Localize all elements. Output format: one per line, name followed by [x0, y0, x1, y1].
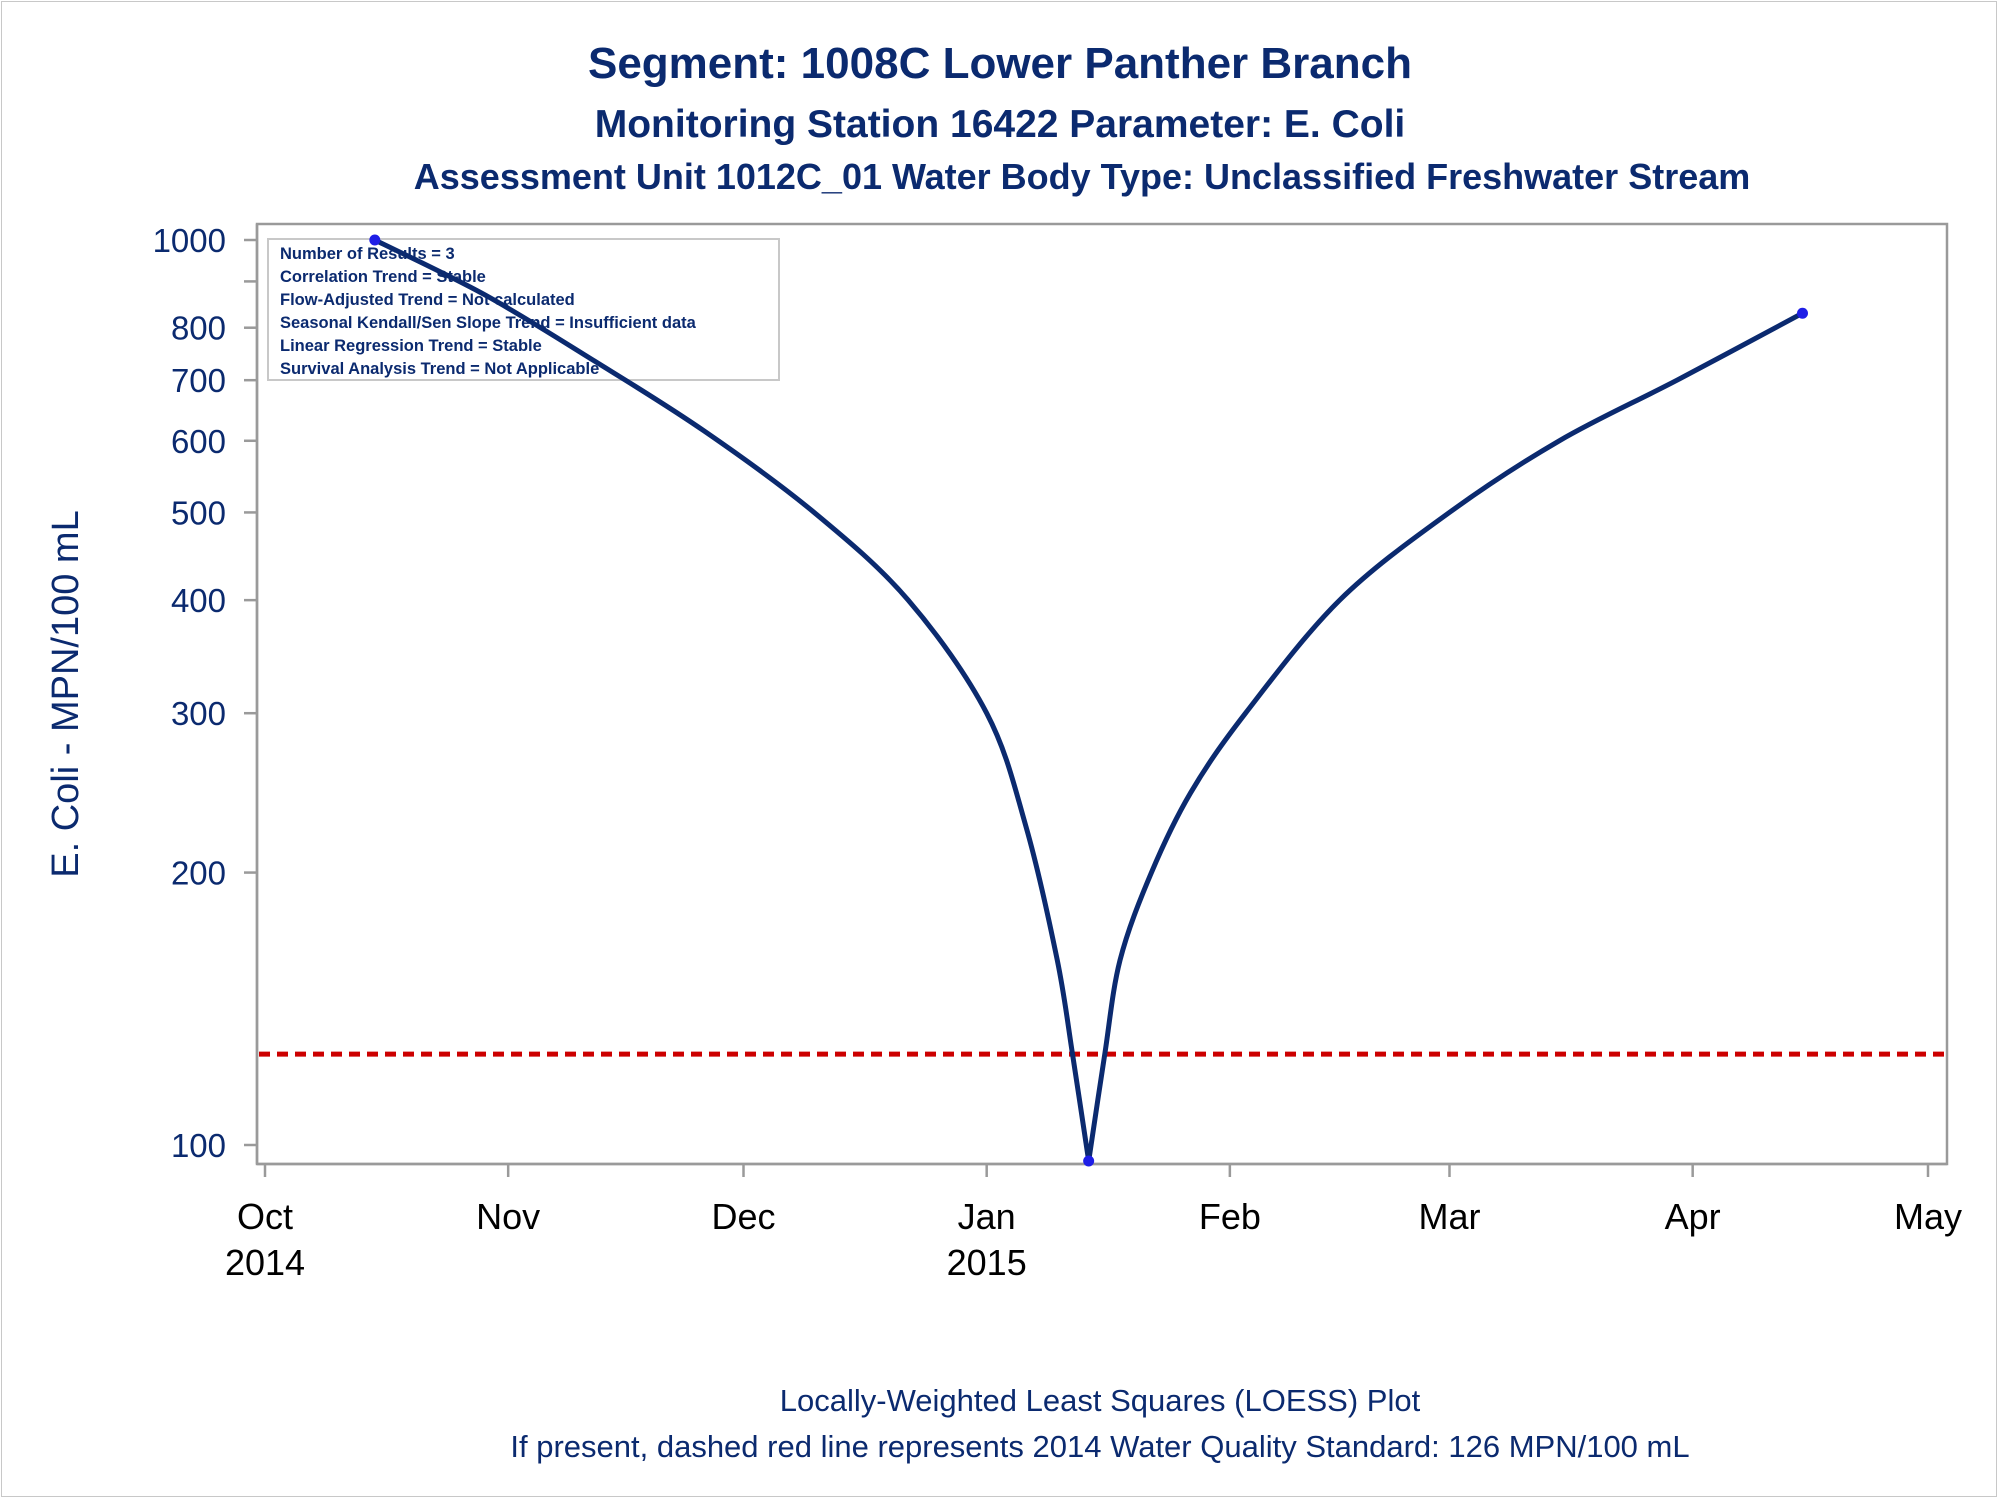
x-tick-label: May [1894, 1196, 1962, 1237]
x-tick-label: Apr [1665, 1196, 1721, 1237]
y-tick-label: 1000 [153, 222, 226, 259]
x-tick-label: Dec [711, 1196, 775, 1237]
y-tick-label: 400 [171, 582, 226, 619]
stats-line: Seasonal Kendall/Sen Slope Trend = Insuf… [280, 314, 697, 332]
x-tick-label: Jan [958, 1196, 1016, 1237]
x-tick-label: Oct [237, 1196, 293, 1237]
data-point [1083, 1155, 1095, 1167]
stats-line: Survival Analysis Trend = Not Applicable [280, 360, 599, 378]
y-tick-label: 200 [171, 855, 226, 892]
footnote-standard: If present, dashed red line represents 2… [510, 1429, 1689, 1464]
x-tick-label: Nov [476, 1196, 540, 1237]
data-points [369, 234, 1808, 1167]
y-tick-label: 300 [171, 695, 226, 732]
x-tick-year-label: 2014 [225, 1242, 305, 1283]
stats-line: Linear Regression Trend = Stable [280, 337, 542, 355]
data-point [1796, 307, 1808, 319]
chart-title: Segment: 1008C Lower Panther Branch [588, 39, 1412, 88]
stats-line: Flow-Adjusted Trend = Not calculated [280, 291, 575, 309]
y-axis-ticks: 100 200 300 400 500 600 700 800 1000 [153, 222, 257, 1164]
loess-series-line [372, 237, 1805, 1164]
y-axis-label: E. Coli - MPN/100 mL [45, 510, 87, 877]
stats-box-border [267, 238, 780, 381]
data-point [369, 234, 381, 246]
footnote-loess: Locally-Weighted Least Squares (LOESS) P… [780, 1383, 1421, 1418]
stats-line: Correlation Trend = Stable [280, 268, 486, 286]
chart-subtitle: Monitoring Station 16422 Parameter: E. C… [595, 103, 1406, 146]
y-tick-label: 100 [171, 1127, 226, 1164]
y-tick-label: 700 [171, 362, 226, 399]
x-tick-label: Mar [1418, 1196, 1480, 1237]
x-axis-ticks: Oct 2014 Nov Dec Jan 2015 Feb Mar Apr May [225, 1164, 1962, 1283]
y-tick-label: 600 [171, 423, 226, 460]
x-tick-year-label: 2015 [947, 1242, 1027, 1283]
chart-subtitle-2: Assessment Unit 1012C_01 Water Body Type… [414, 156, 1751, 197]
stats-box: Number of Results = 3 Correlation Trend … [267, 238, 780, 381]
y-tick-label: 500 [171, 494, 226, 531]
y-tick-label: 800 [171, 310, 226, 347]
x-tick-label: Feb [1199, 1196, 1261, 1237]
stats-line: Number of Results = 3 [280, 245, 455, 263]
